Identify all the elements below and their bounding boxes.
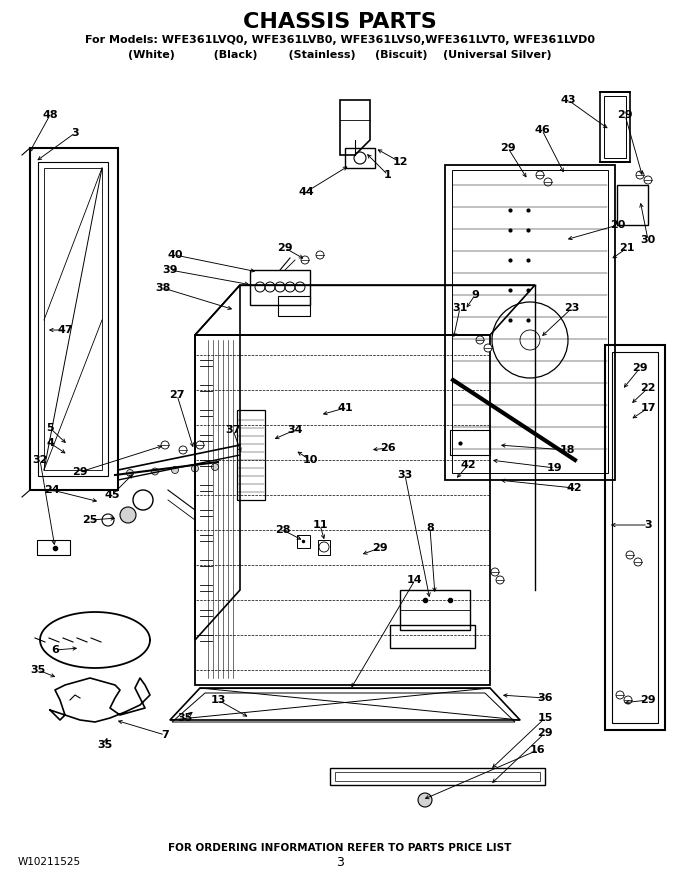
Text: 45: 45 [104,490,120,500]
Text: 36: 36 [537,693,553,703]
Text: 38: 38 [155,283,171,293]
Circle shape [484,344,492,352]
Circle shape [418,793,432,807]
Text: 14: 14 [407,575,423,585]
Circle shape [192,465,199,472]
Circle shape [196,441,204,449]
Text: 12: 12 [392,157,408,167]
Circle shape [624,696,632,704]
Text: 47: 47 [57,325,73,335]
Text: 40: 40 [167,250,183,260]
Text: 33: 33 [397,470,413,480]
Circle shape [301,256,309,264]
Text: 23: 23 [564,303,579,313]
Text: 21: 21 [619,243,634,253]
Text: 34: 34 [287,425,303,435]
Text: (White)          (Black)        (Stainless)     (Biscuit)    (Universal Silver): (White) (Black) (Stainless) (Biscuit) (U… [129,50,551,60]
Text: 28: 28 [275,525,291,535]
Text: 29: 29 [372,543,388,553]
Text: 22: 22 [641,383,656,393]
Circle shape [179,446,187,454]
Text: 35: 35 [31,665,46,675]
Text: 15: 15 [537,713,553,723]
Text: 7: 7 [161,730,169,740]
Text: 10: 10 [303,455,318,465]
Text: 11: 11 [312,520,328,530]
Text: CHASSIS PARTS: CHASSIS PARTS [243,12,437,32]
Text: 43: 43 [560,95,576,105]
Circle shape [636,171,644,179]
Text: For Models: WFE361LVQ0, WFE361LVB0, WFE361LVS0,WFE361LVT0, WFE361LVD0: For Models: WFE361LVQ0, WFE361LVB0, WFE3… [85,35,595,45]
Text: 29: 29 [537,728,553,738]
Text: 9: 9 [471,290,479,300]
Text: FOR ORDERING INFORMATION REFER TO PARTS PRICE LIST: FOR ORDERING INFORMATION REFER TO PARTS … [169,843,511,853]
Circle shape [491,568,499,576]
Text: 24: 24 [44,485,60,495]
Text: 46: 46 [534,125,550,135]
Text: 13: 13 [210,695,226,705]
Circle shape [171,466,178,473]
Text: 29: 29 [500,143,516,153]
Text: 3: 3 [71,128,79,138]
Text: W10211525: W10211525 [18,857,81,867]
Circle shape [316,251,324,259]
Text: 3: 3 [336,855,344,869]
Text: 1: 1 [384,170,392,180]
Text: 29: 29 [640,695,656,705]
Text: 3: 3 [644,520,652,530]
Text: 35: 35 [177,713,192,723]
Text: 29: 29 [617,110,633,120]
Text: 20: 20 [611,220,626,230]
Text: 16: 16 [530,745,546,755]
Text: 42: 42 [460,460,476,470]
Circle shape [476,336,484,344]
Text: 29: 29 [632,363,648,373]
Text: 29: 29 [277,243,293,253]
Text: 4: 4 [46,438,54,448]
Text: 42: 42 [566,483,582,493]
Circle shape [496,576,504,584]
Text: 5: 5 [46,423,54,433]
Text: 41: 41 [337,403,353,413]
Circle shape [544,178,552,186]
Text: 19: 19 [547,463,563,473]
Text: 35: 35 [97,740,113,750]
Circle shape [161,441,169,449]
Circle shape [536,171,544,179]
Circle shape [211,464,218,471]
Circle shape [644,176,652,184]
Text: 39: 39 [163,265,177,275]
Text: 27: 27 [169,390,185,400]
Text: 17: 17 [641,403,656,413]
Text: 26: 26 [380,443,396,453]
Text: 29: 29 [72,467,88,477]
Circle shape [120,507,136,523]
Text: 25: 25 [82,515,98,525]
Circle shape [634,558,642,566]
Text: 8: 8 [426,523,434,533]
Text: 18: 18 [559,445,575,455]
Text: 44: 44 [298,187,314,197]
Text: 37: 37 [225,425,241,435]
Circle shape [626,551,634,559]
Text: 31: 31 [452,303,468,313]
Circle shape [126,470,133,476]
Text: 30: 30 [641,235,656,245]
Circle shape [152,468,158,475]
Text: 48: 48 [42,110,58,120]
Text: 32: 32 [33,455,48,465]
Text: 6: 6 [51,645,59,655]
Circle shape [616,691,624,699]
